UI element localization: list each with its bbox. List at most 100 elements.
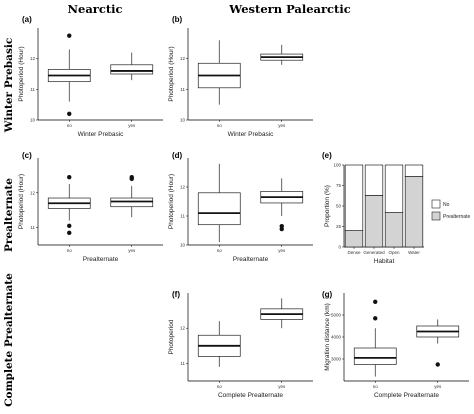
x-tick-label: no	[67, 123, 73, 128]
column-header-nearctic: Nearctic	[67, 2, 122, 16]
box-yes	[260, 298, 304, 329]
legend-swatch	[431, 199, 441, 209]
y-tick-label: 50	[336, 204, 342, 209]
y-axis-title: Photoperiod (Hour)	[168, 46, 175, 101]
legend-label: No	[443, 202, 450, 208]
x-tick-label: no	[373, 384, 379, 389]
y-tick-label: 3000	[331, 357, 342, 362]
y-tick-label: 12	[180, 56, 186, 61]
x-tick-label: no	[67, 248, 73, 253]
y-tick-label: 0	[338, 245, 341, 250]
box-yes	[110, 174, 154, 218]
y-tick-label: 75	[336, 183, 342, 188]
x-axis-title: Complete Prealternate	[374, 392, 439, 399]
box-body	[353, 347, 397, 365]
x-tick-label: Dense	[347, 250, 361, 255]
panel-b: (b) 10 11 12 Photoperiod (Hour) Winter Prebas…	[168, 15, 313, 138]
y-tick-label: 100	[333, 163, 341, 168]
bar-Water-prealternate	[404, 176, 424, 248]
y-tick-label: 11	[30, 225, 35, 230]
y-tick-label: 12	[180, 326, 186, 331]
row-header-prealternate: Prealternate	[3, 178, 15, 252]
box-no	[47, 174, 91, 236]
box-no	[353, 299, 397, 377]
x-tick-label: yes	[128, 248, 136, 253]
x-tick-label: Generated	[363, 250, 385, 255]
outlier-point	[435, 362, 440, 367]
x-tick-label: yes	[278, 123, 286, 128]
panel-label: (e)	[322, 151, 332, 160]
bar-Open-prealternate	[384, 212, 404, 248]
y-tick-label: 10	[180, 118, 186, 123]
outlier-point	[279, 223, 284, 229]
panel-d: (d) 10 11 12 Photoperiod (Hour) Prealternate n…	[168, 151, 313, 263]
x-tick-label: no	[217, 384, 223, 389]
y-tick-label: 12	[180, 185, 186, 190]
box-no	[197, 163, 241, 243]
panel-f: (f) 11 12 Photoperiod Complete Prealternate n…	[168, 290, 313, 399]
box-no	[197, 321, 241, 367]
y-tick-label: 11	[180, 361, 185, 366]
panel-c: (c) 11 12 Photoperiod (Hour) Prealternate no y…	[18, 151, 163, 263]
x-tick-label: Open	[388, 250, 400, 255]
x-tick-label: yes	[278, 384, 286, 389]
panel-label: (b)	[172, 15, 183, 24]
y-axis-title: Photoperiod (Hour)	[18, 46, 25, 101]
legend: No Prealternate	[430, 198, 472, 224]
box-yes	[416, 319, 460, 367]
x-tick-label: yes	[434, 384, 442, 389]
y-axis-title: Proportion (%)	[324, 185, 331, 227]
y-axis-title: Photoperiod (Hour)	[18, 174, 25, 229]
bar-Dense-prealternate	[344, 230, 364, 248]
box-no	[47, 33, 91, 117]
outlier-point	[67, 111, 72, 117]
row-header-complete-prealternate: Complete Prealternate	[3, 273, 15, 407]
box-yes	[110, 52, 154, 81]
x-axis-title: Prealternate	[233, 256, 269, 263]
y-tick-label: 12	[30, 56, 36, 61]
x-axis-title: Complete Prealternate	[218, 392, 283, 399]
panel-label: (f)	[172, 290, 180, 299]
outlier-point	[67, 33, 72, 38]
outlier-point	[67, 230, 72, 236]
panel-label: (c)	[22, 151, 32, 160]
outlier-point	[373, 316, 378, 321]
bar-Water-no	[404, 164, 424, 177]
outlier-point	[67, 174, 72, 180]
y-tick-label: 4000	[331, 335, 342, 340]
x-axis-title: Prealternate	[83, 256, 119, 263]
y-tick-label: 10	[180, 243, 186, 248]
outlier-point	[129, 174, 134, 180]
y-tick-label: 25	[336, 224, 342, 229]
box-body	[110, 64, 154, 75]
x-tick-label: Water	[408, 250, 420, 255]
y-tick-label: 11	[180, 87, 185, 92]
y-tick-label: 12	[30, 190, 36, 195]
legend-label: Prealternate	[443, 214, 470, 220]
column-header-western-palearctic: Western Palearctic	[228, 2, 351, 16]
panel-label: (g)	[322, 290, 333, 299]
row-header-winter-prebasic: Winter Prebasic	[3, 38, 15, 134]
x-axis-title: Winter Prebasic	[78, 131, 125, 138]
y-axis-title: Migration distance (km)	[324, 303, 331, 371]
box-yes	[260, 44, 304, 65]
x-axis-title: Winter Prebasic	[228, 131, 275, 138]
box-yes	[260, 178, 304, 232]
y-tick-label: 11	[30, 87, 35, 92]
y-tick-label: 10	[30, 118, 36, 123]
legend-swatch	[431, 211, 441, 221]
x-tick-label: no	[217, 123, 223, 128]
x-tick-label: yes	[278, 248, 286, 253]
outlier-point	[373, 299, 378, 304]
panel-label: (d)	[172, 151, 183, 160]
bar-Generated-no	[364, 164, 384, 196]
y-tick-label: 5000	[331, 313, 342, 318]
bar-Open-no	[384, 164, 404, 213]
y-tick-label: 11	[180, 214, 185, 219]
bar-Dense-no	[344, 164, 364, 231]
panel-label: (a)	[22, 15, 32, 24]
x-tick-label: no	[217, 248, 223, 253]
box-no	[197, 40, 241, 105]
y-axis-title: Photoperiod	[168, 319, 175, 354]
